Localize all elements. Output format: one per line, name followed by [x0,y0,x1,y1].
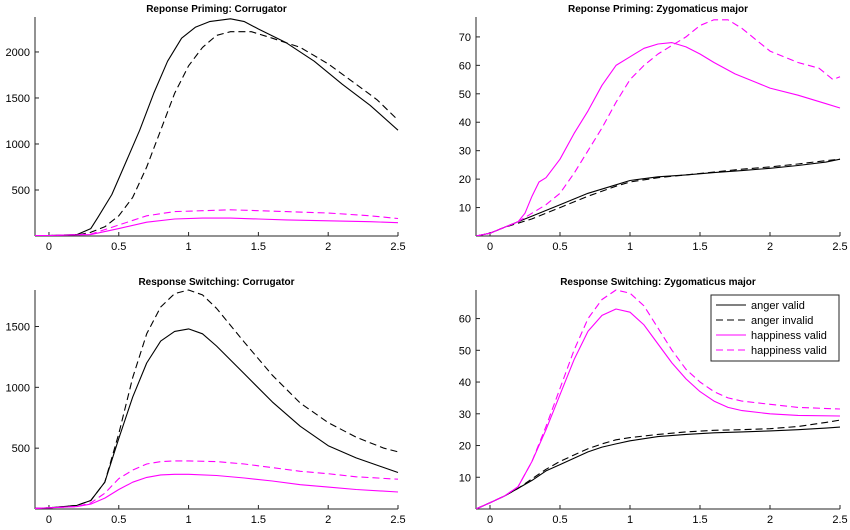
y-tick-label: 20 [459,174,471,186]
x-tick-label: 1.5 [692,241,707,253]
x-tick-label: 0 [46,241,52,253]
legend-label: happiness valid [751,330,827,342]
y-tick-label: 500 [12,185,30,197]
y-tick-label: 70 [459,32,471,44]
x-tick-label: 2.5 [390,241,405,253]
y-tick-label: 60 [459,60,471,72]
panel-title: Reponse Priming: Zygomaticus major [568,4,748,15]
y-tick-label: 50 [459,89,471,101]
y-tick-label: 500 [12,443,30,455]
x-tick-label: 1.5 [251,241,266,253]
series-line-3 [35,473,399,509]
legend-label: anger invalid [751,315,813,327]
panel-title: Response Switching: Corrugator [138,277,294,288]
x-tick-label: 2 [767,514,773,526]
x-tick-label: 1 [627,241,633,253]
series-line-1 [476,426,841,509]
series-line-2 [35,289,399,509]
x-tick-label: 2 [767,241,773,253]
legend: anger valid anger invalid happiness valid h… [710,294,840,362]
y-tick-label: 1500 [6,93,30,105]
y-tick-label: 10 [459,203,471,215]
x-tick-label: 1.5 [692,514,707,526]
x-tick-label: 0 [46,514,52,526]
y-tick-label: 50 [459,345,471,357]
y-tick-label: 1000 [6,382,30,394]
legend-label: anger valid [751,300,805,312]
series-line-3 [476,42,841,236]
y-tick-label: 60 [459,314,471,326]
x-tick-label: 1.5 [251,514,266,526]
series-line-4 [476,289,841,509]
x-tick-label: 1 [627,514,633,526]
x-tick-label: 2 [325,241,331,253]
panel-3: Response Switching: Corrugator 0 0.5 1 1.5 2 2… [6,277,406,526]
x-tick-label: 0.5 [552,514,567,526]
x-tick-label: 1 [186,514,192,526]
series-line-4 [35,460,399,509]
y-tick-label: 30 [459,409,471,421]
x-tick-label: 2.5 [390,514,405,526]
y-tick-label: 20 [459,441,471,453]
x-tick-label: 2.5 [832,241,847,253]
y-tick-label: 1000 [6,139,30,151]
series-line-2 [476,158,841,236]
panel-2: Reponse Priming: Zygomaticus major 0 0.5 1 1… [459,4,848,253]
panel-title: Response Switching: Zygomaticus major [560,277,756,288]
series-line-4 [476,19,841,236]
y-tick-label: 10 [459,472,471,484]
x-tick-label: 0 [487,241,493,253]
y-tick-label: 2000 [6,47,30,59]
y-tick-label: 40 [459,117,471,129]
x-tick-label: 0.5 [552,241,567,253]
series-line-1 [35,328,399,509]
x-tick-label: 0 [487,514,493,526]
panel-title: Reponse Priming: Corrugator [146,4,287,15]
x-tick-label: 0.5 [111,514,126,526]
legend-label: happiness valid [751,345,827,357]
x-tick-label: 0.5 [111,241,126,253]
series-line-3 [35,217,399,236]
x-tick-label: 1 [186,241,192,253]
panel-4: Response Switching: Zygomaticus major 0 0.… [459,277,848,526]
series-line-1 [476,158,841,236]
panel-1: Reponse Priming: Corrugator 0 0.5 1 1.5 2 2.5 5… [6,4,406,253]
series-line-2 [476,419,841,509]
x-tick-label: 2.5 [832,514,847,526]
series-line-4 [35,209,399,236]
series-line-2 [35,31,399,236]
series-line-1 [35,18,399,236]
x-tick-label: 2 [325,514,331,526]
y-tick-label: 30 [459,146,471,158]
y-tick-label: 40 [459,377,471,389]
y-tick-label: 1500 [6,322,30,334]
